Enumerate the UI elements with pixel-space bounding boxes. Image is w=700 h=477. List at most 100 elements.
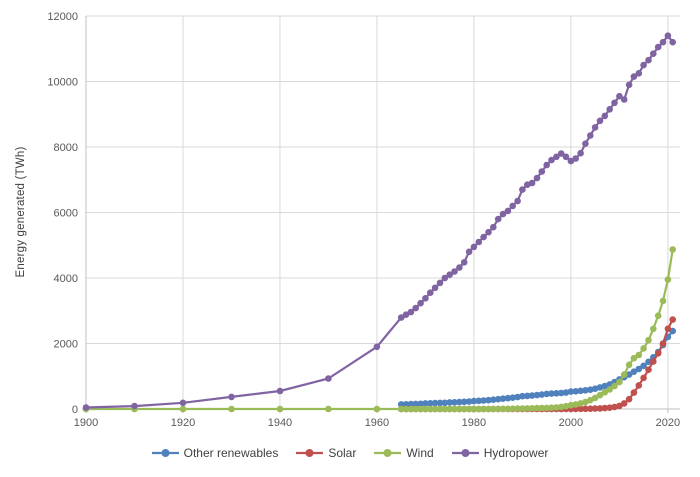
data-point-hydropower: [557, 150, 565, 157]
data-point-other-renewables: [538, 391, 546, 398]
chart-legend: Other renewables Solar Wind Hydropower: [0, 446, 700, 460]
data-point-other-renewables: [460, 398, 468, 406]
data-point-wind: [548, 404, 555, 412]
data-point-wind: [480, 405, 487, 413]
data-point-other-renewables: [553, 390, 560, 397]
data-point-hydropower: [601, 112, 609, 120]
data-point-hydropower: [582, 140, 589, 147]
data-point-hydropower: [645, 56, 652, 64]
data-point-hydropower: [543, 161, 550, 169]
data-point-wind: [446, 405, 454, 413]
data-point-hydropower: [650, 50, 657, 57]
data-point-hydropower: [519, 186, 526, 193]
data-point-hydropower: [417, 299, 424, 307]
data-point-hydropower: [446, 271, 454, 279]
x-tick-label: 2000: [559, 417, 583, 429]
legend-dot-icon: [161, 449, 170, 457]
data-point-wind: [276, 405, 284, 413]
y-tick-label: 4000: [54, 273, 78, 285]
data-point-hydropower: [485, 228, 492, 236]
data-point-other-renewables: [645, 358, 652, 366]
data-point-hydropower: [533, 174, 541, 182]
data-point-other-renewables: [475, 397, 483, 405]
legend-marker-hydropower: [451, 449, 479, 457]
data-point-wind: [635, 351, 643, 359]
data-point-hydropower: [179, 399, 187, 407]
series-wind: [82, 246, 676, 413]
legend-item-wind: Wind: [374, 446, 434, 460]
legend-label-other-renewables: Other renewables: [183, 446, 279, 460]
data-point-other-renewables: [543, 390, 550, 398]
data-point-hydropower: [82, 404, 90, 411]
data-point-other-renewables: [417, 400, 424, 408]
data-point-other-renewables: [407, 400, 415, 408]
data-point-wind: [179, 405, 187, 413]
data-point-hydropower: [562, 153, 570, 161]
series-hydropower: [82, 32, 676, 411]
data-point-wind: [533, 404, 541, 412]
series-line-wind: [84, 248, 674, 411]
data-point-hydropower: [412, 304, 420, 312]
data-point-hydropower: [480, 233, 487, 241]
data-point-wind: [465, 405, 473, 413]
data-point-wind: [519, 405, 526, 412]
data-point-hydropower: [402, 311, 410, 319]
y-tick-label: 2000: [54, 339, 78, 351]
axes: [82, 16, 680, 413]
data-point-wind: [645, 336, 652, 344]
data-point-hydropower: [669, 38, 676, 46]
data-point-hydropower: [422, 295, 429, 302]
data-point-other-renewables: [494, 395, 502, 403]
data-point-wind: [625, 361, 633, 369]
data-point-hydropower: [456, 264, 463, 271]
data-point-solar: [654, 350, 662, 357]
data-point-wind: [611, 382, 618, 390]
data-point-wind: [475, 405, 483, 413]
legend-label-wind: Wind: [406, 446, 434, 460]
data-point-wind: [572, 401, 579, 408]
data-point-hydropower: [596, 117, 604, 125]
data-point-hydropower: [475, 238, 483, 246]
data-point-wind: [664, 276, 672, 283]
data-point-solar: [582, 405, 589, 413]
data-point-other-renewables: [436, 399, 444, 407]
data-point-other-renewables: [451, 399, 458, 406]
data-point-wind: [417, 405, 424, 413]
data-point-hydropower: [538, 168, 546, 175]
data-point-hydropower: [276, 387, 284, 395]
data-point-other-renewables: [562, 389, 570, 396]
data-point-wind: [591, 394, 599, 402]
data-point-hydropower: [514, 197, 521, 205]
data-point-other-renewables: [441, 399, 449, 407]
series-other-renewables: [397, 327, 676, 408]
data-point-hydropower: [407, 308, 415, 316]
legend-label-solar: Solar: [328, 446, 357, 460]
data-point-other-renewables: [533, 391, 541, 399]
data-point-wind: [397, 405, 405, 413]
legend-marker-other-renewables: [151, 449, 179, 457]
data-point-other-renewables: [577, 387, 584, 395]
data-point-hydropower: [572, 155, 579, 162]
data-point-wind: [228, 405, 235, 413]
data-point-wind: [659, 297, 667, 305]
data-point-hydropower: [509, 202, 516, 210]
data-point-wind: [451, 405, 458, 413]
data-point-other-renewables: [470, 397, 478, 405]
data-point-other-renewables: [456, 398, 463, 406]
y-tick-label: 12000: [47, 11, 78, 23]
x-tick-label: 1900: [74, 417, 98, 429]
y-tick-label: 8000: [54, 142, 78, 154]
data-point-wind: [485, 405, 492, 413]
data-point-hydropower: [131, 402, 138, 410]
data-point-wind: [596, 391, 604, 399]
data-point-solar: [625, 395, 633, 403]
y-tick-label: 6000: [54, 208, 78, 220]
data-point-solar: [620, 400, 628, 407]
legend-item-hydropower: Hydropower: [451, 446, 548, 460]
data-point-other-renewables: [509, 394, 516, 402]
data-point-wind: [616, 378, 623, 386]
data-point-other-renewables: [499, 395, 507, 403]
y-axis-title: Energy generated (TWh): [15, 146, 27, 278]
data-point-solar: [659, 340, 667, 347]
data-point-other-renewables: [480, 397, 487, 404]
